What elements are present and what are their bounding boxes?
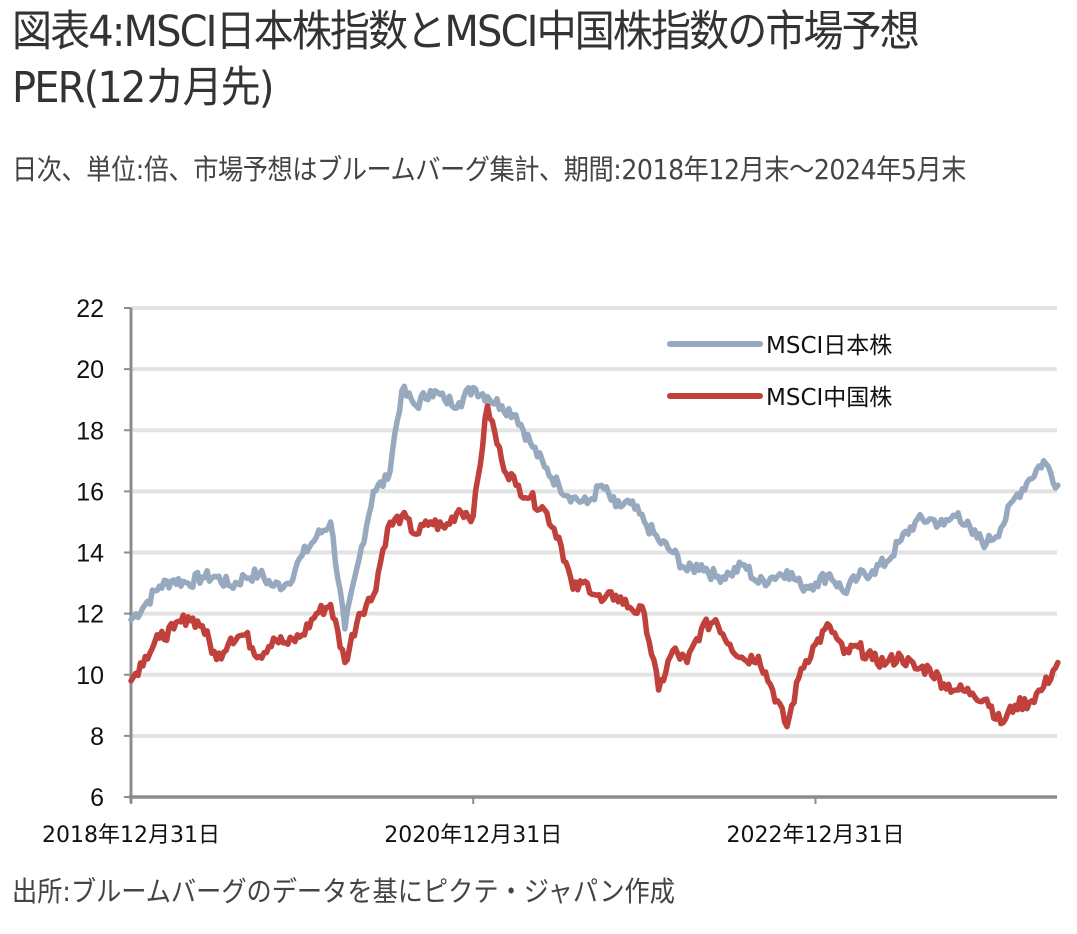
y-tick-label: 20 bbox=[76, 356, 104, 384]
series-lines bbox=[128, 383, 1061, 730]
x-axis: 2018年12月31日 2020年12月31日 2022年12月31日 bbox=[42, 795, 1057, 848]
y-tick-label: 6 bbox=[90, 784, 104, 812]
x-tick-label: 2018年12月31日 bbox=[42, 823, 220, 848]
y-axis: 6 8 10 12 14 16 18 20 22 bbox=[76, 295, 133, 812]
y-tick-label: 16 bbox=[76, 478, 104, 506]
y-tick-label: 12 bbox=[76, 601, 104, 629]
source-note: 出所:ブルームバーグのデータを基にピクテ・ジャパン作成 bbox=[12, 875, 675, 908]
x-tick-label: 2020年12月31日 bbox=[384, 823, 562, 848]
series-line-japan bbox=[128, 383, 1061, 632]
y-tick-label: 22 bbox=[76, 295, 104, 323]
chart-title: 図表4:MSCI日本株指数とMSCI中国株指数の市場予想PER(12カ月先) bbox=[12, 7, 920, 113]
y-tick-label: 14 bbox=[76, 540, 104, 568]
y-tick-label: 10 bbox=[76, 662, 104, 690]
legend-label: MSCI日本株 bbox=[766, 333, 892, 359]
y-tick-label: 8 bbox=[90, 723, 104, 751]
chart-subtitle: 日次、単位:倍、市場予想はブルームバーグ集計、期間:2018年12月末〜2024… bbox=[12, 153, 966, 186]
legend: MSCI日本株 MSCI中国株 bbox=[667, 333, 892, 411]
legend-label: MSCI中国株 bbox=[766, 385, 892, 411]
x-tick-label: 2022年12月31日 bbox=[726, 823, 904, 848]
y-tick-label: 18 bbox=[76, 417, 104, 445]
series-line-china bbox=[128, 403, 1061, 730]
